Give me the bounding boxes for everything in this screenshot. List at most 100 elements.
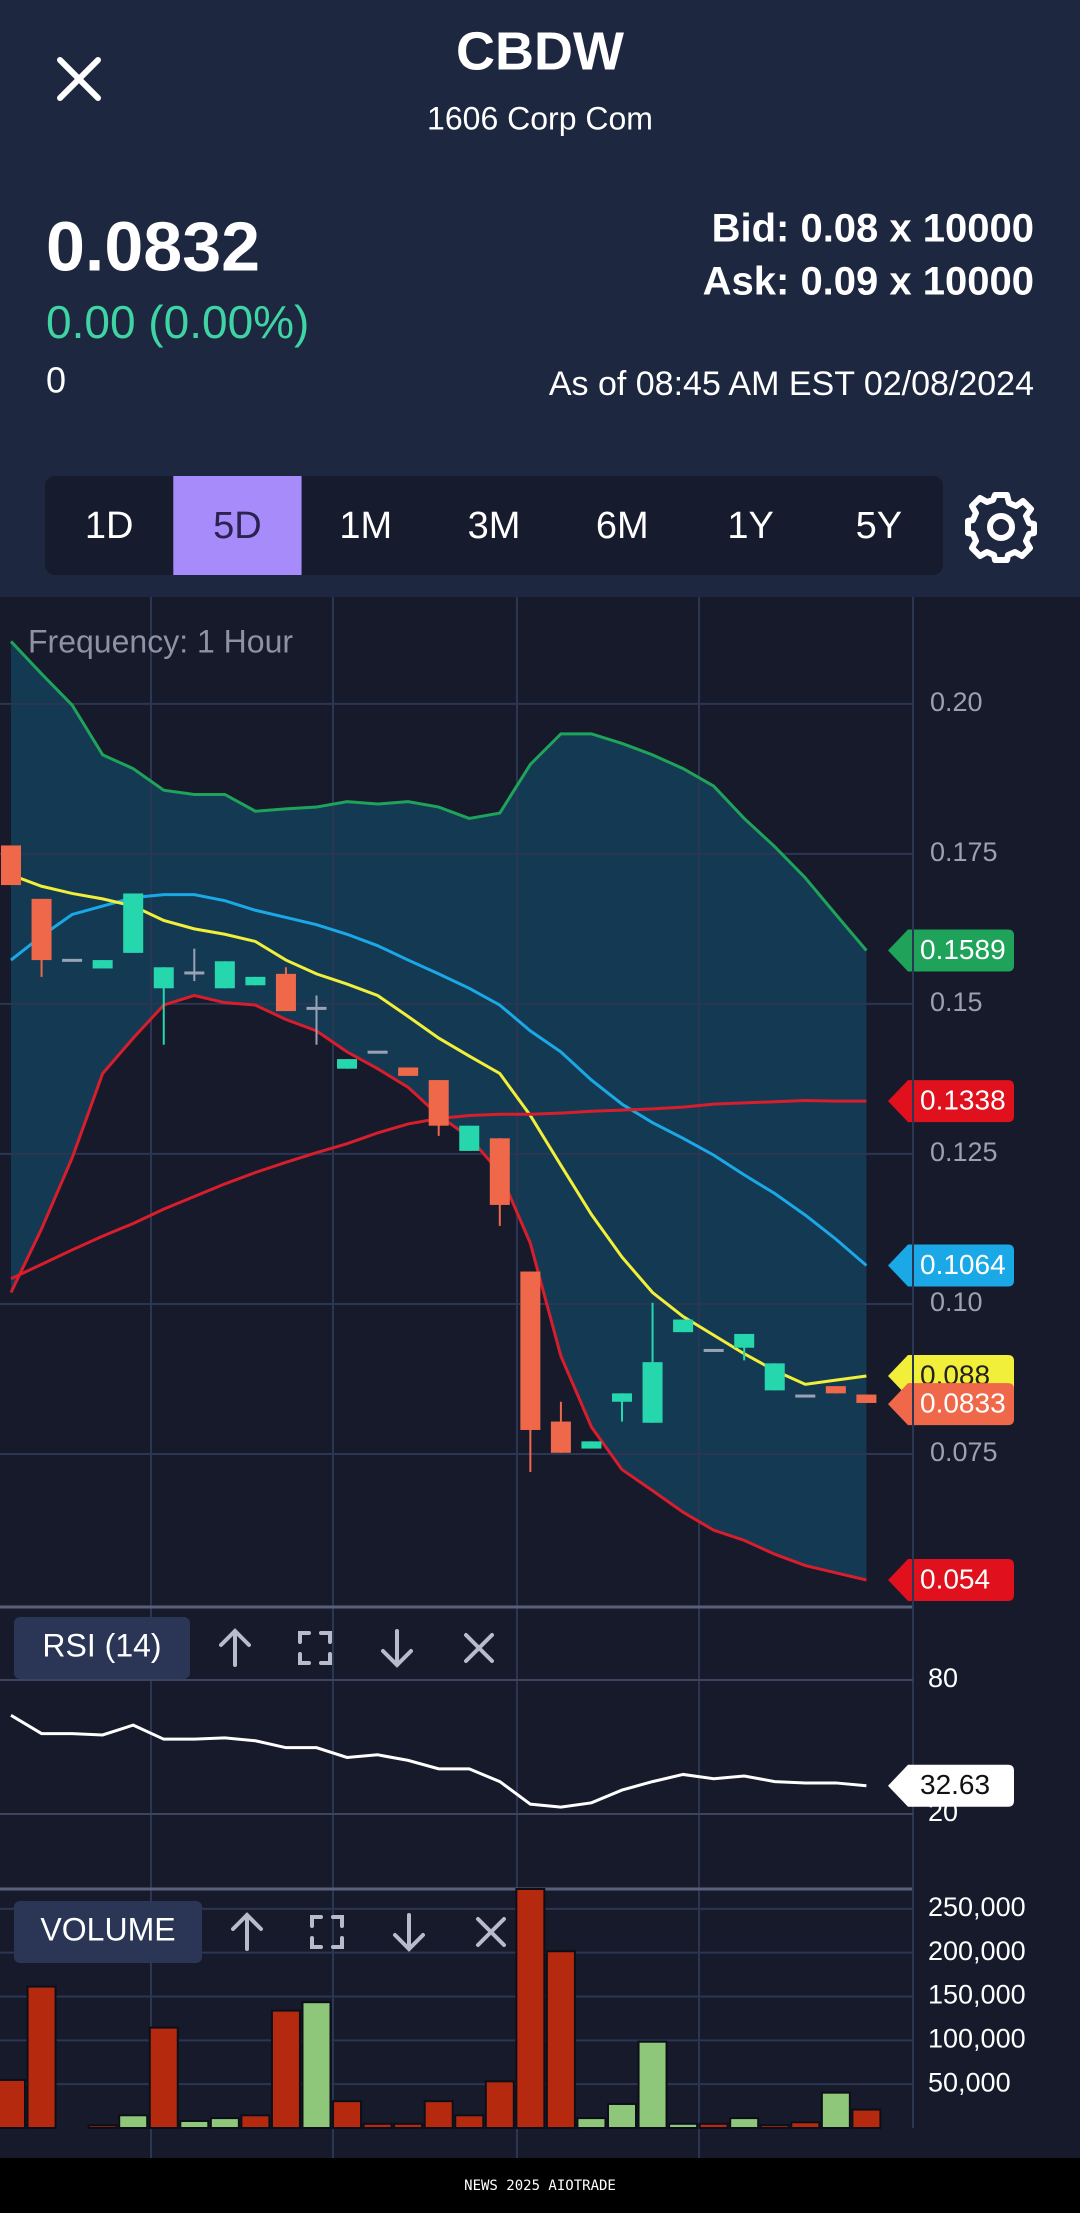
volume-value: 0 (46, 360, 66, 401)
volume-bar (148, 2026, 179, 2130)
y-tick-label: 0.10 (930, 1287, 983, 1317)
price-change: 0.00 (0.00%) (46, 296, 309, 348)
volume-bar (87, 2124, 118, 2130)
gear-icon (965, 492, 1037, 563)
price-tag-label: 0.054 (920, 1563, 990, 1594)
price-tag: 0.1589 (888, 929, 1014, 972)
volume-tick-label: 150,000 (928, 1980, 1026, 2010)
volume-bar (118, 2114, 149, 2130)
volume-bar (301, 2001, 332, 2130)
candle-body (275, 973, 296, 1012)
ask: Ask: 0.09 x 10000 (703, 260, 1034, 304)
volume-bar (423, 2100, 454, 2129)
range-button[interactable]: 5Y (856, 505, 902, 547)
as-of: As of 08:45 AM EST 02/08/2024 (549, 365, 1034, 403)
candle-body (673, 1319, 694, 1333)
price-tag-label: 0.1064 (920, 1249, 1006, 1280)
gear-hole (987, 513, 1015, 541)
volume-bar (637, 2040, 668, 2129)
range-button[interactable]: 6M (596, 505, 649, 547)
volume-bar (576, 2117, 607, 2129)
indicator-line (10, 893, 868, 1267)
price-tag: 0.0833 (888, 1383, 1014, 1426)
candle-body (428, 1080, 449, 1126)
price-tag-shape (888, 1080, 1014, 1123)
volume-bar (26, 1985, 57, 2129)
volume-bar (668, 2122, 699, 2130)
rsi-line (10, 1714, 867, 1809)
indicator-title: RSI (14) (42, 1627, 161, 1663)
move-down-icon[interactable] (393, 1913, 425, 1952)
indicator-toolbar[interactable]: VOLUME (14, 1901, 506, 1963)
price-tag-label: 0.0833 (920, 1388, 1006, 1419)
candle-body (306, 1006, 327, 1010)
move-up-icon[interactable] (231, 1912, 263, 1951)
price-tag-label: 32.63 (920, 1769, 990, 1800)
range-button[interactable]: 5D (173, 476, 302, 575)
price-tag-shape (888, 1383, 1014, 1426)
volume-bar (209, 2117, 240, 2129)
price-tag-shape (888, 1764, 1014, 1807)
volume-tick-label: 50,000 (928, 2067, 1011, 2097)
volume-bar (332, 2100, 363, 2129)
indicator-line (10, 873, 867, 1386)
candle-body (642, 1362, 663, 1423)
remove-icon[interactable] (464, 1633, 494, 1663)
expand-icon[interactable] (310, 1915, 344, 1949)
volume-bar (179, 2119, 210, 2130)
move-down-icon[interactable] (381, 1629, 413, 1668)
bid: Bid: 0.08 x 10000 (712, 207, 1034, 251)
range-button[interactable]: 1D (85, 505, 134, 547)
indicator-line (9, 640, 868, 952)
volume-bar (698, 2122, 729, 2130)
indicator-toolbar[interactable]: RSI (14) (14, 1617, 494, 1679)
range-label: 3M (468, 505, 521, 547)
volume-bar (790, 2121, 821, 2130)
candle-body (612, 1393, 632, 1402)
company-name: 1606 Corp Com (427, 100, 653, 136)
candle-body (856, 1394, 877, 1403)
symbol: CBDW (456, 21, 624, 81)
candle-body (489, 1138, 510, 1205)
y-tick-label: 0.075 (930, 1437, 998, 1467)
range-label: 5D (213, 505, 262, 547)
volume-bar (484, 2080, 515, 2130)
candle-body (825, 1386, 846, 1394)
volume-bar (759, 2124, 790, 2129)
candle-body (367, 1050, 388, 1054)
y-tick-label: 0.125 (930, 1137, 998, 1167)
volume-bar (454, 2114, 485, 2130)
candle-body (795, 1394, 816, 1398)
move-up-icon[interactable] (219, 1628, 251, 1667)
price-tag-shape (888, 929, 1014, 972)
range-button[interactable]: 1M (339, 505, 392, 547)
candle-body (62, 958, 83, 962)
candle-body (153, 967, 174, 989)
expand-icon[interactable] (298, 1631, 332, 1665)
volume-tick-label: 250,000 (928, 1892, 1026, 1922)
volume-bar (0, 2078, 26, 2130)
remove-icon[interactable] (476, 1917, 506, 1947)
candle-body (31, 898, 52, 961)
price-tag-label: 0.1338 (920, 1084, 1006, 1115)
volume-tick-label: 200,000 (928, 1936, 1026, 1966)
settings-button[interactable] (965, 492, 1037, 563)
range-button[interactable]: 3M (468, 505, 521, 547)
range-button[interactable]: 1Y (727, 505, 773, 547)
close-button[interactable] (57, 57, 101, 101)
range-label: 6M (596, 505, 649, 547)
volume-bar (820, 2091, 851, 2129)
volume-bar (729, 2117, 760, 2129)
y-tick-label: 0.20 (930, 687, 983, 717)
price-tag: 0.1338 (888, 1080, 1014, 1123)
candle-body (734, 1333, 755, 1348)
range-label: 1D (85, 505, 134, 547)
range-label: 1M (339, 505, 392, 547)
volume-bar (240, 2114, 271, 2130)
y-tick-label: 0.15 (930, 987, 983, 1017)
price-tag-label: 0.1589 (920, 934, 1006, 965)
footer-bg (0, 2158, 1080, 2213)
range-label: 5Y (856, 505, 902, 547)
indicator-chip (14, 1617, 190, 1679)
